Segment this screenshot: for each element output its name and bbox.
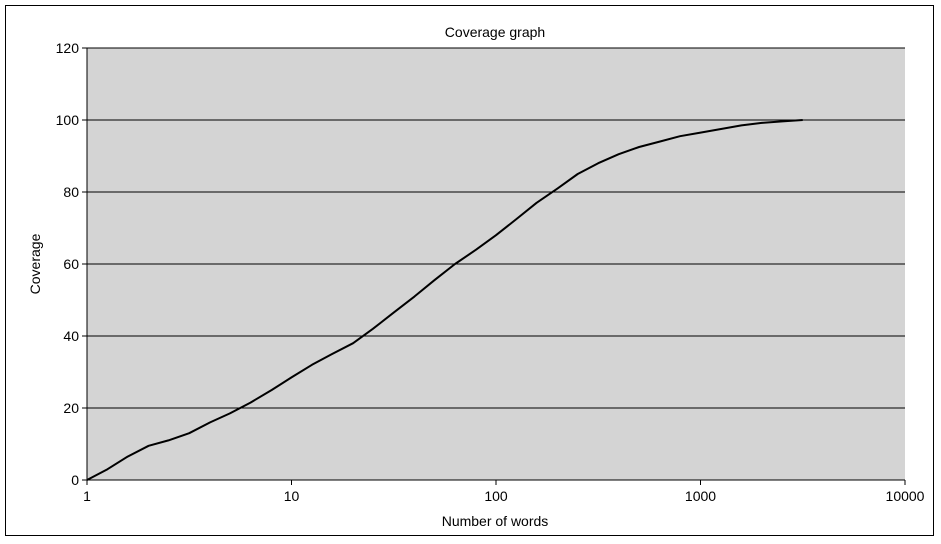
chart-title: Coverage graph: [445, 24, 545, 40]
y-tick-label-20: 20: [63, 400, 79, 416]
x-axis-label: Number of words: [442, 513, 549, 529]
x-tick-label-1000: 1000: [685, 488, 716, 504]
y-axis-label: Coverage: [27, 233, 43, 294]
y-tick-label-0: 0: [71, 472, 79, 488]
x-tick-label-1: 1: [83, 488, 91, 504]
y-tick-label-40: 40: [63, 328, 79, 344]
coverage-series-line: [86, 119, 803, 481]
y-tick-label-60: 60: [63, 256, 79, 272]
x-axis-ticks: 1 10 100 1000 10000: [83, 480, 925, 504]
y-tick-label-120: 120: [56, 40, 80, 56]
y-axis-ticks: 0 20 40 60 80 100 120: [56, 40, 87, 488]
y-tick-label-80: 80: [63, 184, 79, 200]
x-tick-label-10000: 10000: [886, 488, 925, 504]
x-tick-label-10: 10: [284, 488, 300, 504]
gridlines: [87, 47, 905, 409]
x-tick-label-100: 100: [484, 488, 508, 504]
y-tick-label-100: 100: [56, 112, 80, 128]
